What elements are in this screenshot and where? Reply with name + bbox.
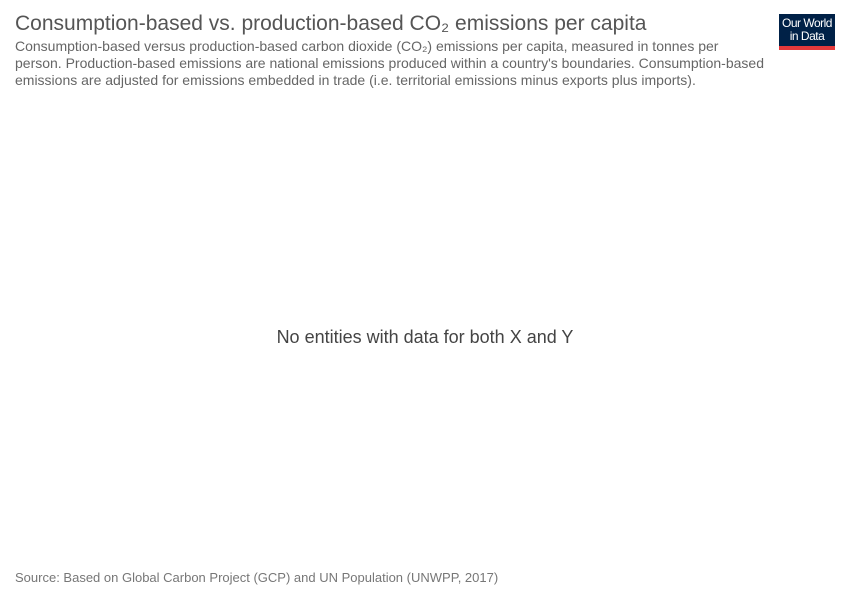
logo-text: Our World in Data bbox=[779, 17, 835, 43]
our-world-in-data-logo[interactable]: Our World in Data bbox=[779, 14, 835, 50]
logo-accent-bar bbox=[779, 46, 835, 50]
chart-title: Consumption-based vs. production-based C… bbox=[15, 12, 647, 35]
logo-line-1: Our World bbox=[782, 16, 832, 30]
scatter-plot-area: No entities with data for both X and Y bbox=[15, 115, 835, 560]
no-data-message: No entities with data for both X and Y bbox=[276, 327, 574, 347]
source-note: Source: Based on Global Carbon Project (… bbox=[15, 570, 499, 585]
logo-line-2: in Data bbox=[789, 29, 825, 43]
chart-subtitle: Consumption-based versus production-base… bbox=[15, 38, 764, 88]
